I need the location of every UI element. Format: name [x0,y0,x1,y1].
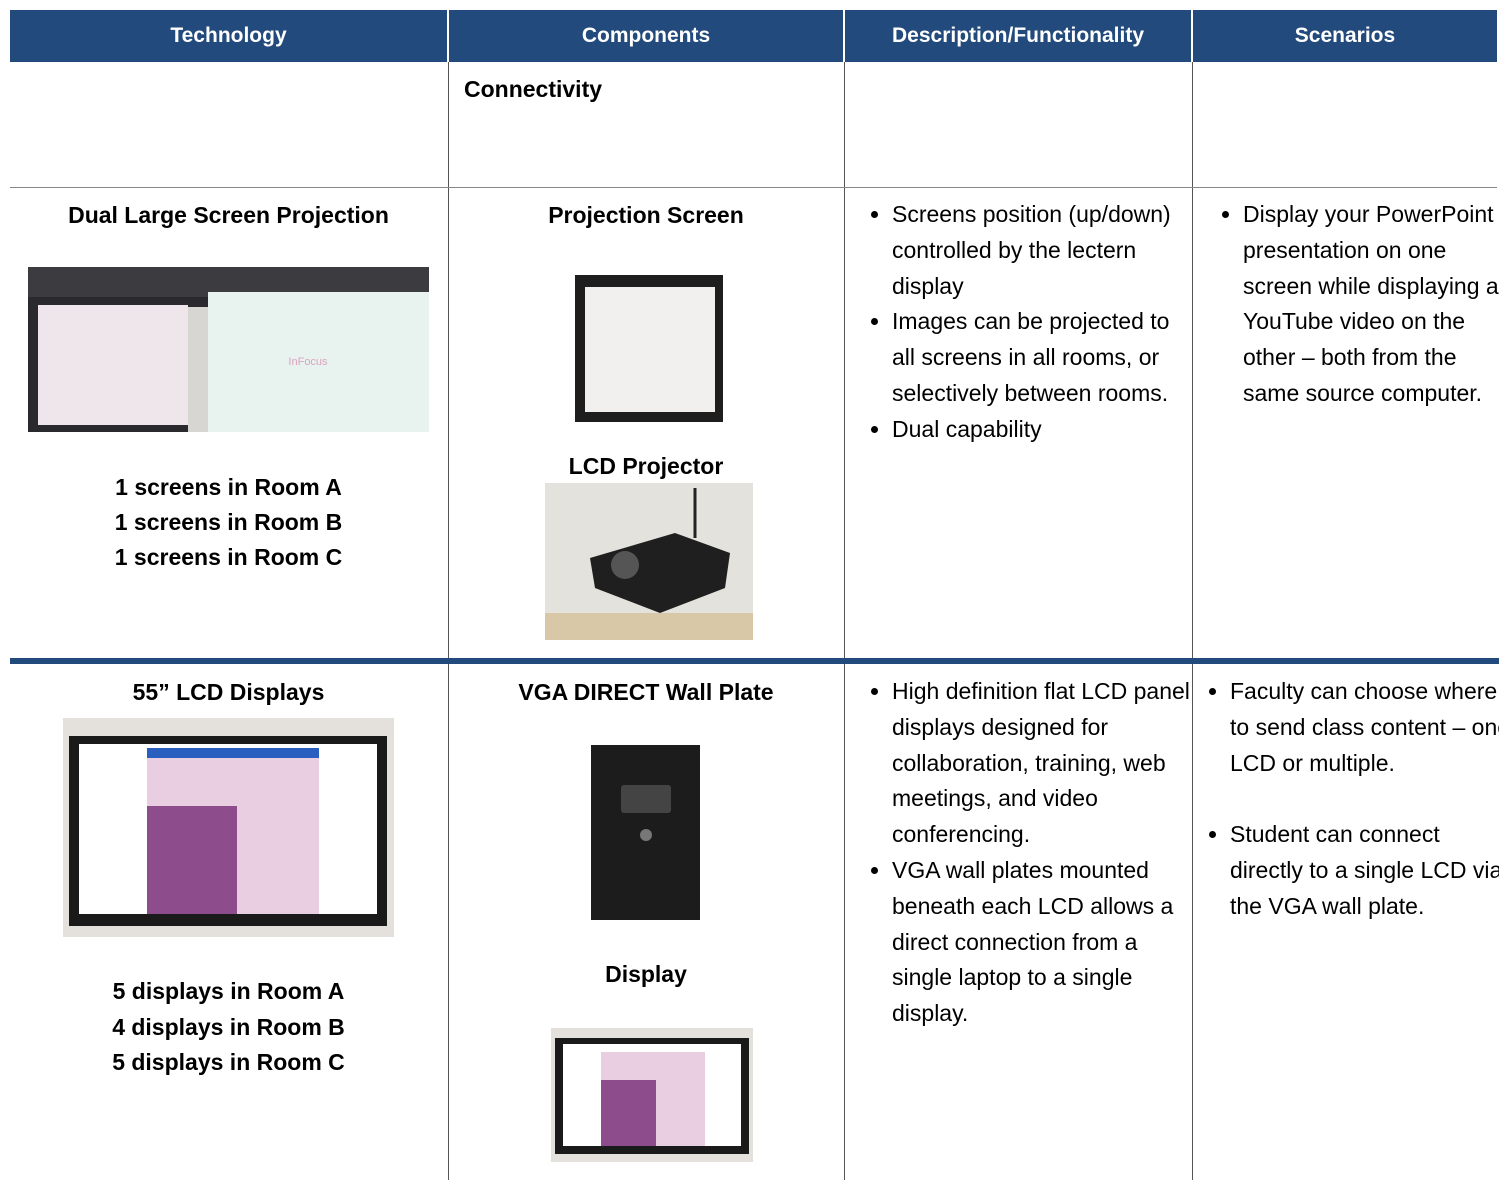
technology-note: 1 screens in Room A [115,474,342,500]
description-list: Screens position (up/down) controlled by… [868,197,1192,448]
scenario-item: Display your PowerPoint presentation on … [1243,197,1499,412]
scenario-item: Student can connect directly to a single… [1230,817,1499,924]
component-title: VGA DIRECT Wall Plate [518,679,774,705]
description-item: High definition flat LCD panel displays … [892,674,1192,853]
description-item: Dual capability [892,412,1192,448]
technology-note: 5 displays in Room C [112,1049,345,1075]
photo-lcd-projector [545,483,753,640]
description-list: High definition flat LCD panel displays … [868,674,1192,1032]
svg-text:InFocus: InFocus [288,356,328,368]
component-title: Projection Screen [548,202,744,228]
photo-lcd-display [63,718,394,937]
technology-note: 1 screens in Room B [114,509,343,535]
header-cell: Technology [10,10,447,62]
column-border [1192,62,1193,1180]
photo-display [551,1028,753,1162]
column-border [448,62,449,1180]
photo-wall-plate [591,745,700,920]
technology-note: 4 displays in Room B [112,1014,345,1040]
scenario-list: Faculty can choose where to send class c… [1206,674,1499,925]
technology-note: 1 screens in Room C [114,544,343,570]
row-border [10,187,1497,188]
header-cell: Scenarios [1193,10,1497,62]
header-cell: Description/Functionality [845,10,1191,62]
photo-projection-screens: InFocus [28,267,429,432]
component-title: LCD Projector [568,453,724,479]
photo-projection-screen [575,275,723,422]
header-cell: Components [449,10,843,62]
description-item: Screens position (up/down) controlled by… [892,197,1192,304]
technology-title: 55” LCD Displays [132,679,325,705]
technology-note: 5 displays in Room A [112,978,345,1004]
scenario-list: Display your PowerPoint presentation on … [1219,197,1499,412]
component-title: Display [605,961,687,987]
technology-title: Dual Large Screen Projection [68,202,389,228]
description-item: Images can be projected to all screens i… [892,304,1192,411]
scenario-item: Faculty can choose where to send class c… [1230,674,1499,781]
description-item: VGA wall plates mounted beneath each LCD… [892,853,1192,1032]
row-border [10,658,1499,664]
section-label: Connectivity [464,76,603,102]
column-border [844,62,845,1180]
